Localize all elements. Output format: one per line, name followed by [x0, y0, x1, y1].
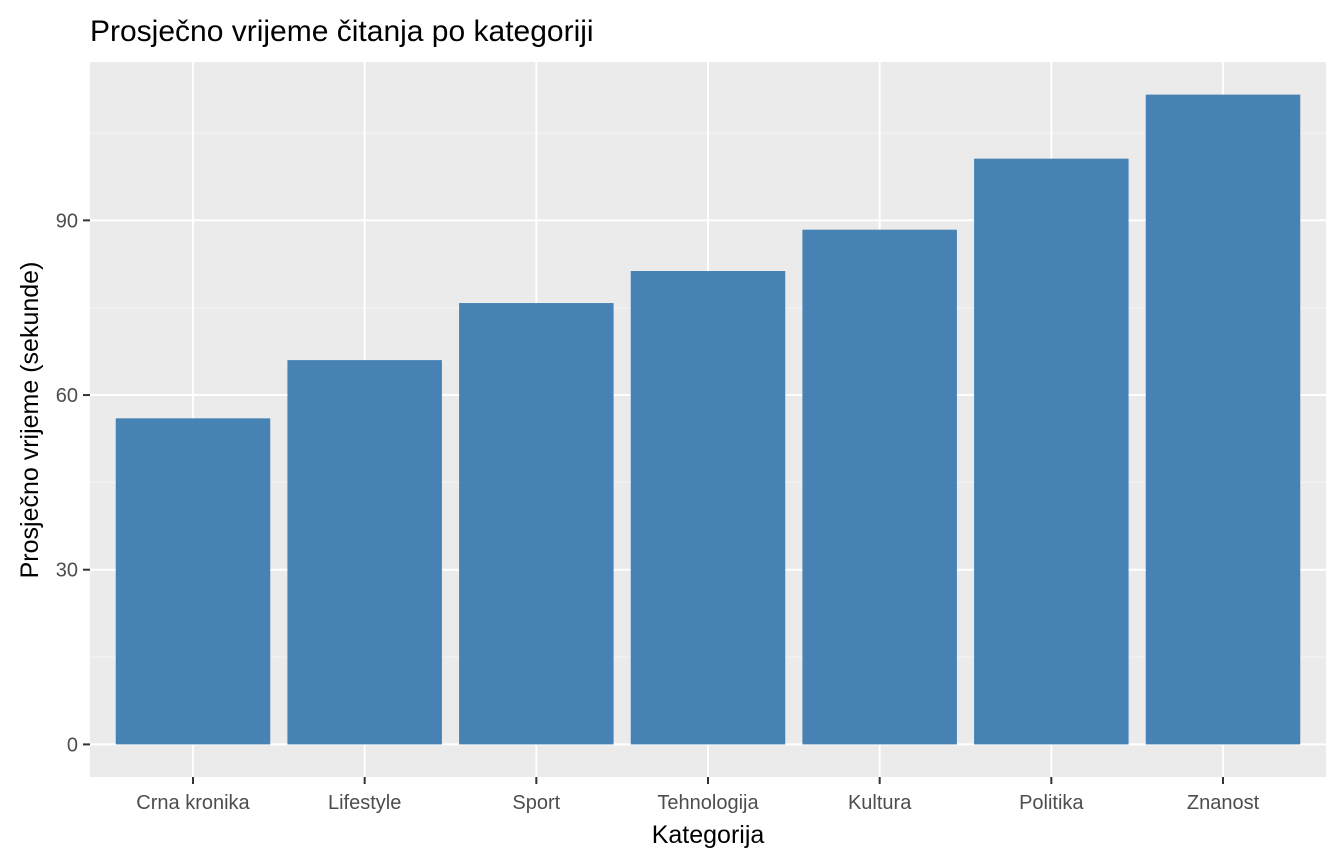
y-tick-label: 30	[56, 560, 78, 582]
x-tick-label: Politika	[1019, 792, 1084, 814]
bars	[115, 94, 1301, 745]
bar-kultura	[802, 229, 957, 745]
y-axis: 0 30 60 90	[56, 210, 90, 756]
x-tick-label: Tehnologija	[657, 792, 759, 814]
bar-tehnologija	[630, 271, 786, 745]
y-axis-title: Prosječno vrijeme (sekunde)	[16, 262, 44, 579]
x-tick-label: Kultura	[848, 792, 912, 814]
bar-crna-kronika	[115, 418, 271, 745]
x-tick-label: Znanost	[1187, 792, 1260, 814]
bar-politika	[974, 158, 1129, 745]
y-tick-label: 60	[56, 385, 78, 407]
y-tick-label: 0	[67, 734, 78, 756]
y-tick-label: 90	[56, 210, 78, 232]
x-tick-label: Crna kronika	[136, 792, 250, 814]
x-axis: Crna kronika Lifestyle Sport Tehnologija Kul…	[136, 777, 1260, 814]
chart-title: Prosječno vrijeme čitanja po kategoriji	[90, 15, 594, 48]
bar-lifestyle	[287, 360, 442, 745]
x-tick-label: Lifestyle	[328, 792, 401, 814]
x-axis-title: Kategorija	[652, 821, 765, 849]
bar-sport	[459, 303, 614, 745]
x-tick-label: Sport	[512, 792, 560, 814]
bar-znanost	[1145, 94, 1301, 745]
